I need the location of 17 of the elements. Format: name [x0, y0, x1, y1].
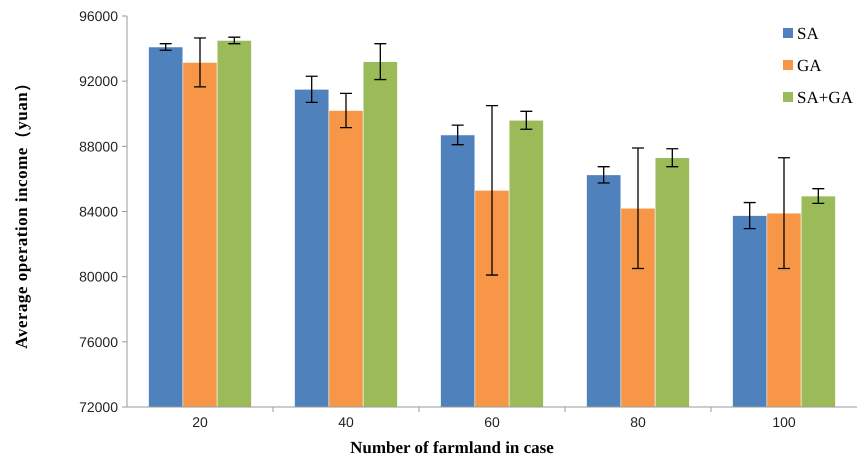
y-tick-label: 80000: [79, 268, 118, 285]
x-axis-title: Number of farmland in case: [350, 438, 554, 457]
y-tick-label: 84000: [79, 204, 118, 220]
y-tick-label: 88000: [79, 138, 118, 154]
x-tick-label: 100: [772, 414, 796, 430]
x-tick-label: 20: [192, 414, 208, 430]
y-tick-label: 96000: [79, 8, 118, 24]
y-axis-title: Average operation income（yuan）: [12, 74, 31, 349]
y-tick-label: 92000: [79, 73, 118, 90]
legend-label: SA: [797, 24, 820, 43]
legend-label: GA: [797, 56, 822, 75]
x-tick-label: 80: [630, 414, 646, 430]
x-tick-label: 40: [338, 414, 354, 430]
x-tick-label: 60: [484, 414, 500, 430]
y-tick-label: 76000: [79, 334, 118, 350]
y-tick-label: 72000: [79, 399, 118, 415]
legend-label: SA+GA: [797, 88, 854, 107]
